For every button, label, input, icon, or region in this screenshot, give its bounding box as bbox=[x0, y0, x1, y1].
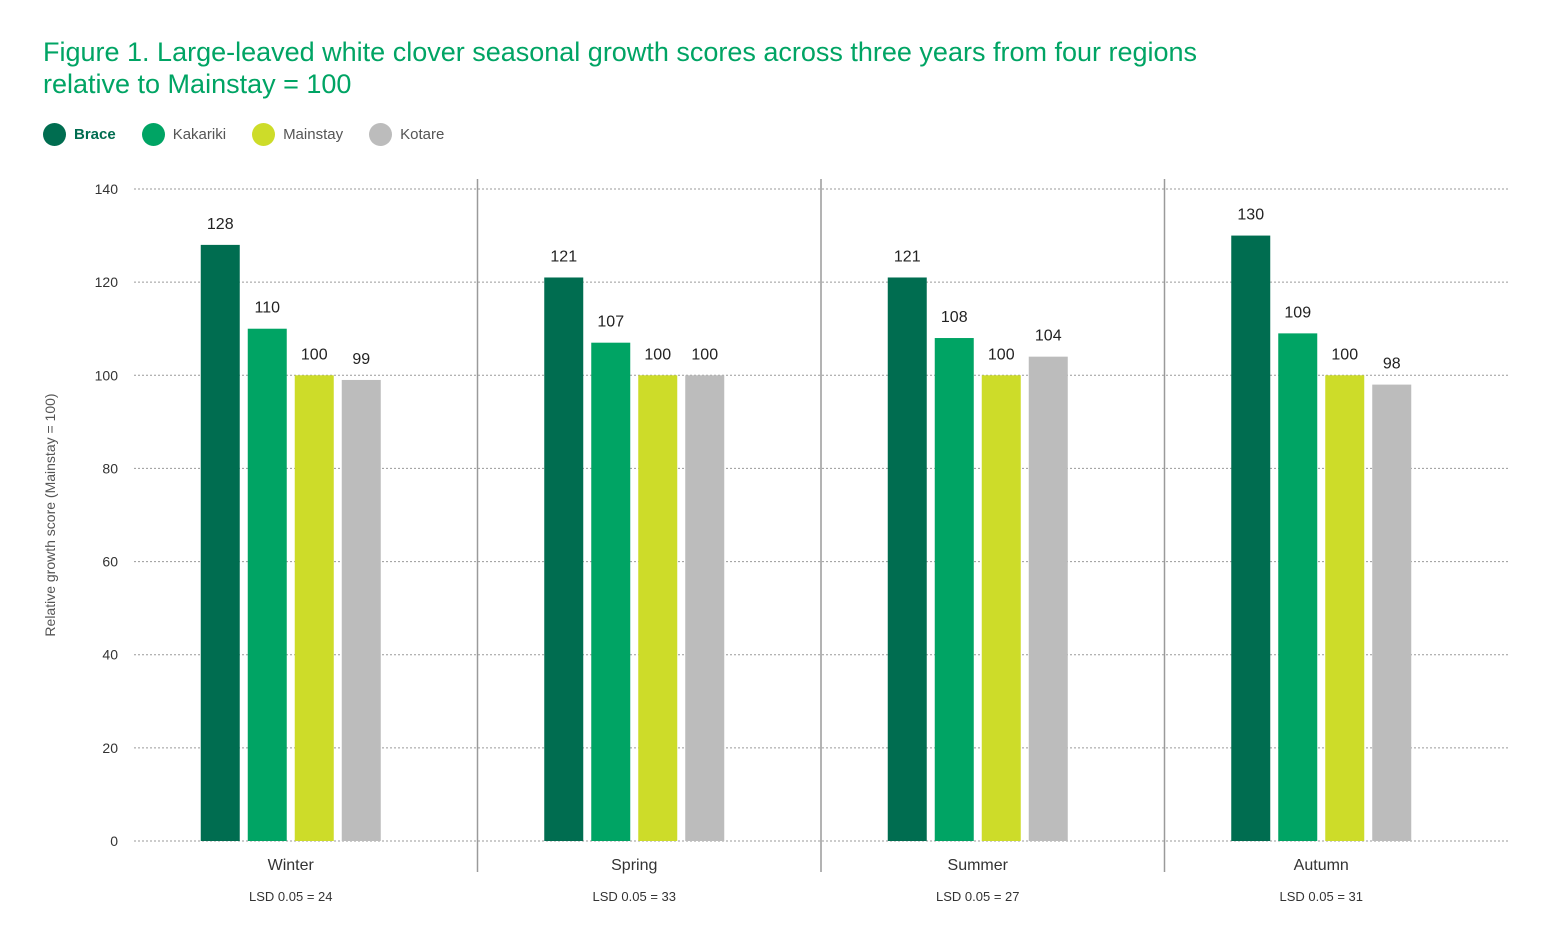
bar-kakariki-winter bbox=[247, 328, 287, 841]
bar-kotare-winter bbox=[341, 379, 381, 841]
bar-mainstay-spring bbox=[638, 375, 678, 841]
legend-swatch-kotare bbox=[369, 122, 393, 146]
bar-brace-winter bbox=[200, 244, 240, 841]
y-tick-label: 40 bbox=[102, 647, 118, 663]
bar-kakariki-summer bbox=[934, 338, 974, 841]
legend-item-kakariki: Kakariki bbox=[141, 122, 227, 146]
y-tick-label: 20 bbox=[102, 740, 118, 756]
data-label: 100 bbox=[1331, 346, 1358, 363]
x-tick-label: Spring bbox=[611, 857, 657, 874]
legend-label-brace: Brace bbox=[74, 125, 116, 143]
bar-brace-spring bbox=[544, 277, 584, 841]
bar-brace-summer bbox=[887, 277, 927, 841]
y-tick-label: 60 bbox=[102, 554, 118, 570]
bar-kakariki-autumn bbox=[1278, 333, 1318, 841]
data-label: 100 bbox=[301, 346, 328, 363]
bar-mainstay-winter bbox=[294, 375, 334, 841]
data-label: 100 bbox=[691, 346, 718, 363]
chart-title-line-1: Figure 1. Large-leaved white clover seas… bbox=[43, 37, 1198, 67]
legend-swatch-brace bbox=[43, 122, 66, 146]
data-label: 104 bbox=[1035, 328, 1062, 345]
data-label: 130 bbox=[1237, 207, 1264, 224]
legend-item-brace: Brace bbox=[43, 122, 116, 146]
data-label: 128 bbox=[207, 216, 234, 233]
legend-label-kakariki: Kakariki bbox=[172, 125, 227, 143]
legend-label-kotare: Kotare bbox=[400, 125, 445, 143]
data-label: 121 bbox=[894, 248, 921, 265]
lsd-label: LSD 0.05 = 33 bbox=[593, 889, 676, 904]
data-label: 121 bbox=[550, 248, 577, 265]
bar-kakariki-spring bbox=[591, 342, 631, 841]
x-tick-label: Autumn bbox=[1294, 857, 1349, 874]
chart-legend: Brace Kakariki Mainstay Kotare bbox=[43, 121, 470, 147]
y-axis-label: Relative growth score (Mainstay = 100) bbox=[42, 393, 58, 636]
bar-mainstay-summer bbox=[981, 375, 1021, 841]
data-label: 98 bbox=[1383, 356, 1401, 373]
x-tick-label: Summer bbox=[948, 857, 1009, 874]
bar-kotare-autumn bbox=[1372, 384, 1412, 841]
bar-brace-autumn bbox=[1231, 235, 1271, 842]
data-label: 100 bbox=[644, 346, 671, 363]
data-label: 108 bbox=[941, 309, 968, 326]
data-label: 107 bbox=[597, 314, 624, 331]
lsd-label: LSD 0.05 = 24 bbox=[249, 889, 332, 904]
y-tick-label: 120 bbox=[95, 274, 119, 290]
x-tick-label: Winter bbox=[268, 857, 315, 874]
lsd-label: LSD 0.05 = 31 bbox=[1280, 889, 1363, 904]
data-label: 109 bbox=[1284, 304, 1311, 321]
legend-label-mainstay: Mainstay bbox=[283, 125, 344, 143]
chart-title: Figure 1. Large-leaved white clover seas… bbox=[43, 36, 1443, 100]
bar-kotare-summer bbox=[1028, 356, 1068, 841]
lsd-label: LSD 0.05 = 27 bbox=[936, 889, 1019, 904]
bar-mainstay-autumn bbox=[1325, 375, 1365, 841]
legend-swatch-kakariki bbox=[141, 122, 165, 146]
y-tick-label: 140 bbox=[95, 181, 119, 197]
y-tick-label: 100 bbox=[95, 367, 119, 383]
data-label: 100 bbox=[988, 346, 1015, 363]
chart-title-line-2: relative to Mainstay = 100 bbox=[43, 69, 352, 99]
legend-item-kotare: Kotare bbox=[369, 122, 445, 146]
y-tick-label: 0 bbox=[110, 833, 118, 849]
data-label: 110 bbox=[254, 300, 280, 317]
data-label: 99 bbox=[352, 351, 370, 368]
bar-kotare-spring bbox=[685, 375, 725, 841]
y-tick-label: 80 bbox=[102, 460, 118, 476]
legend-swatch-mainstay bbox=[252, 122, 276, 146]
legend-item-mainstay: Mainstay bbox=[252, 122, 344, 146]
